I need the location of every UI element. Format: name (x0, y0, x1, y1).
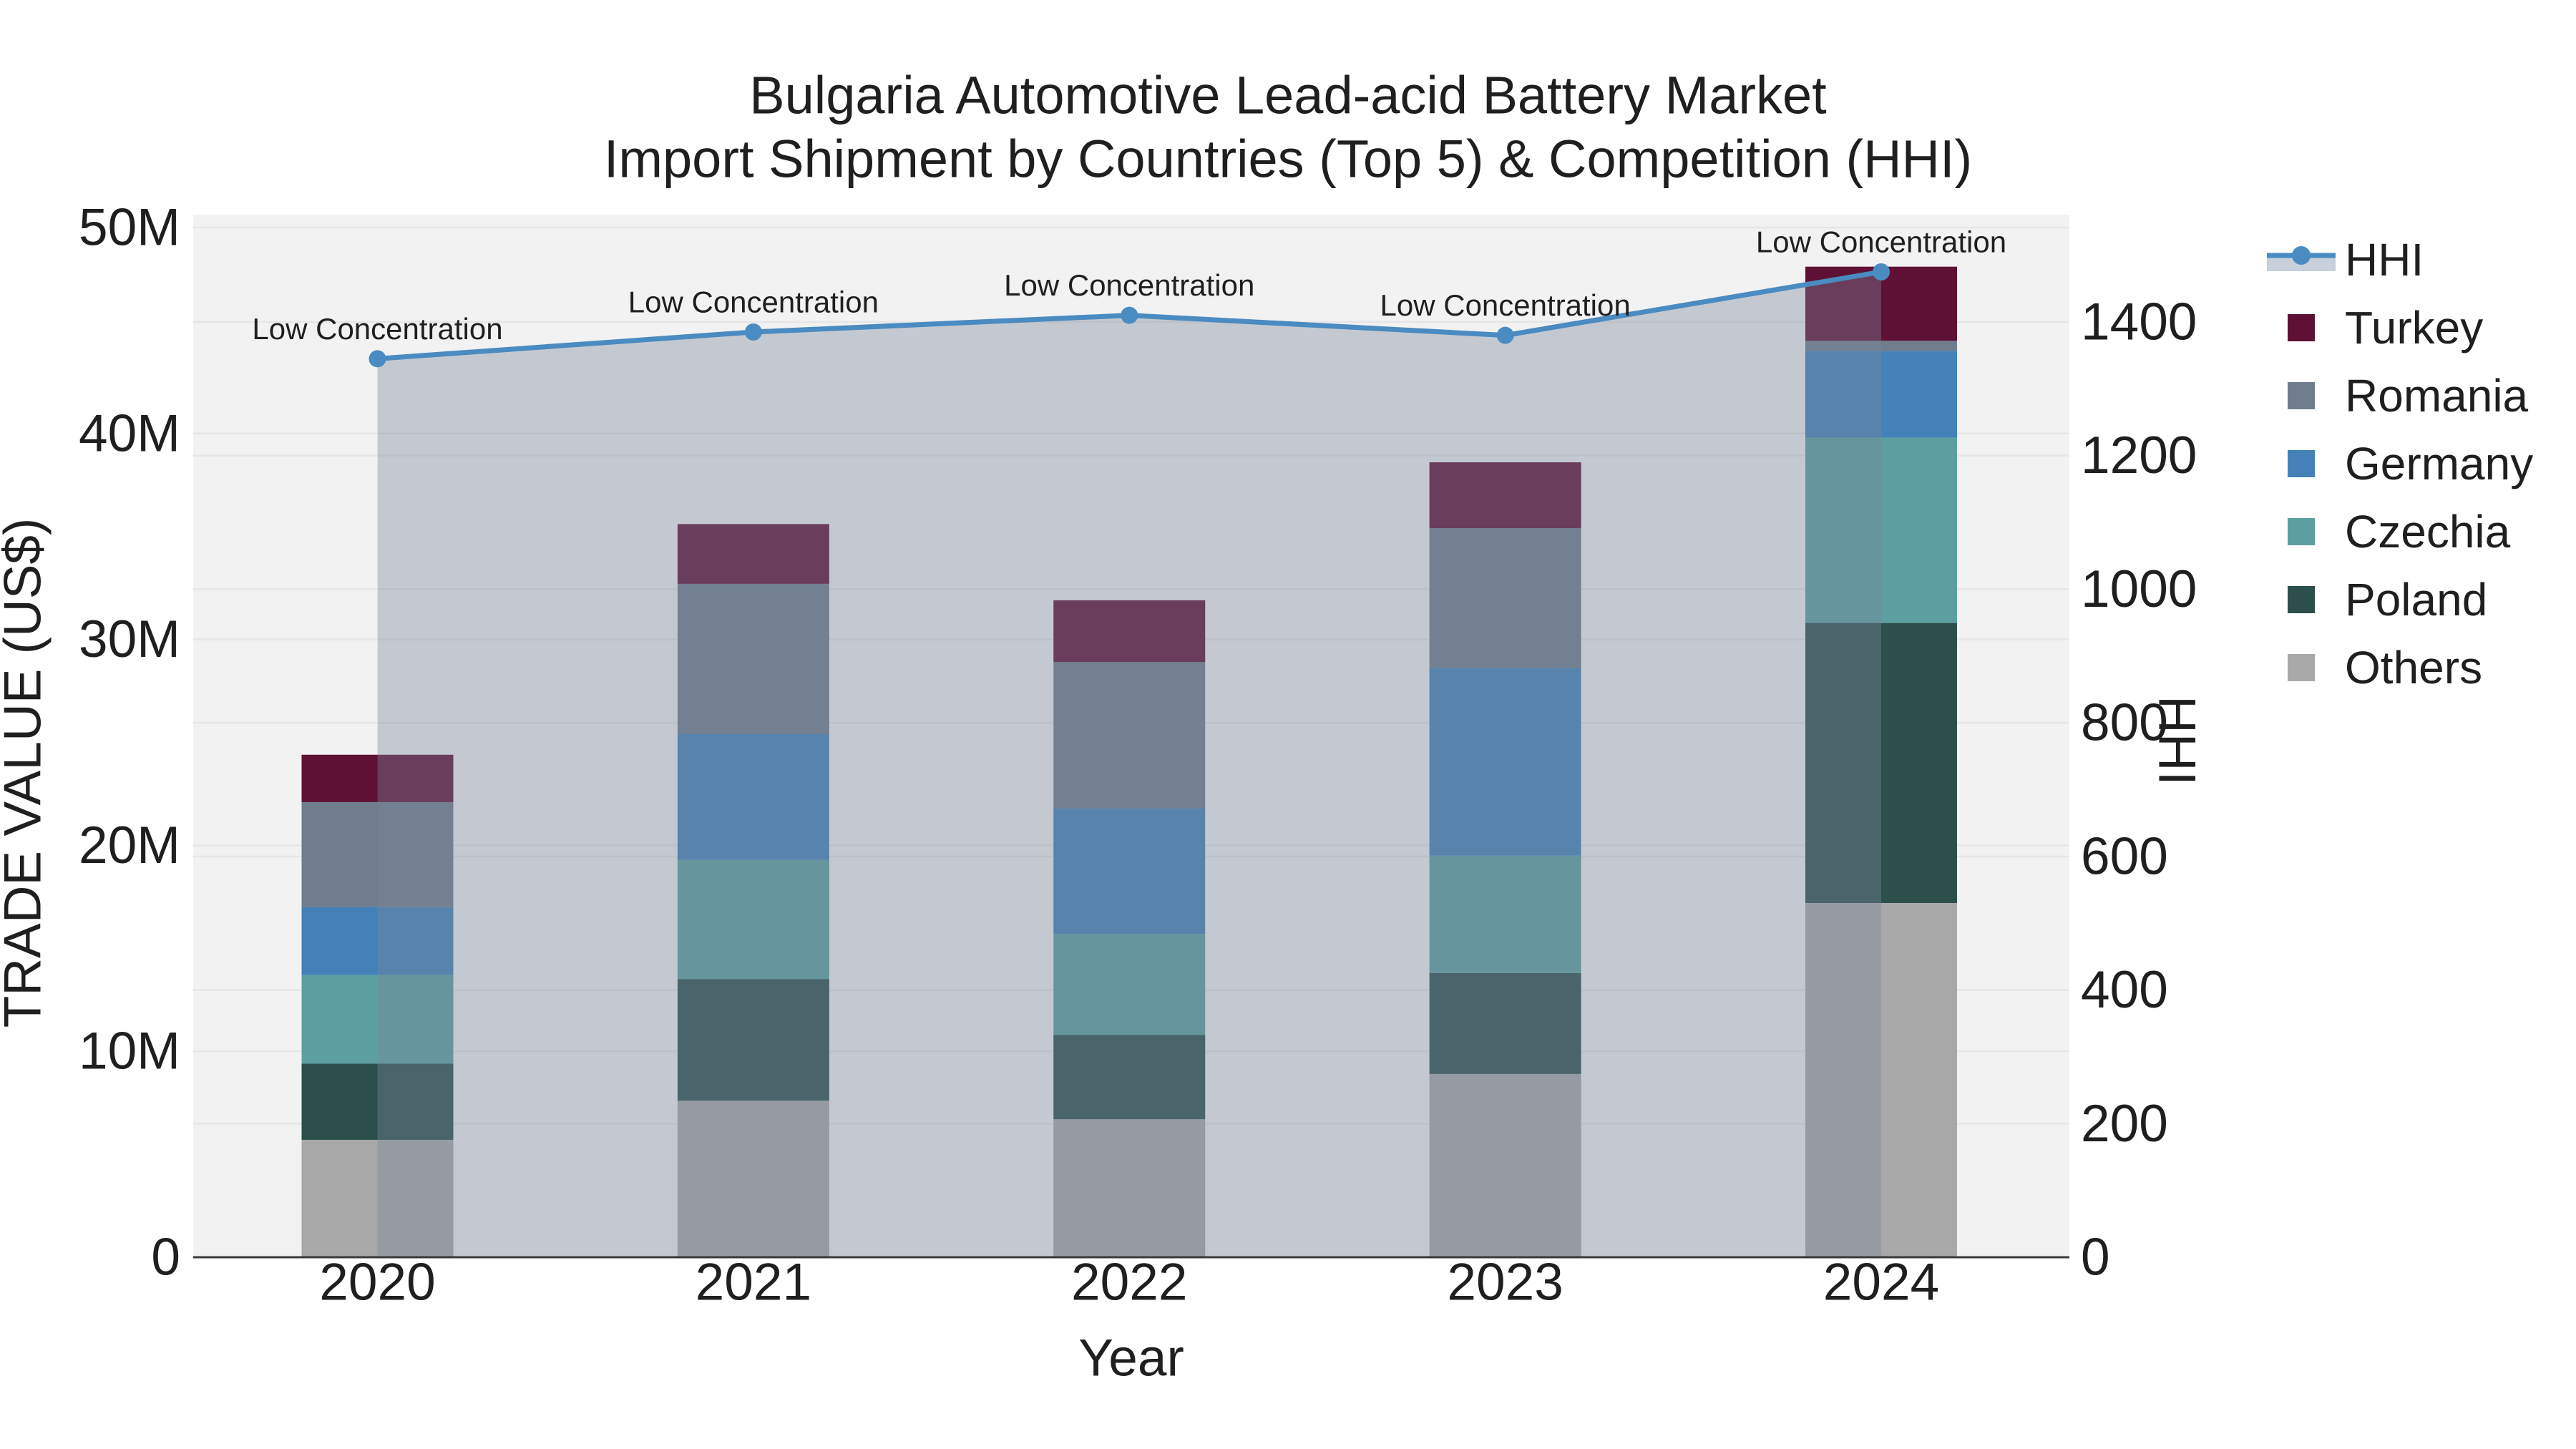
hhi-point-2024[interactable] (1873, 263, 1890, 280)
bar-segment-poland-2020[interactable] (301, 1063, 454, 1140)
chart-title-line1: Bulgaria Automotive Lead-acid Battery Ma… (749, 66, 1827, 125)
legend-label: Turkey (2345, 302, 2483, 353)
bar-segment-others-2024[interactable] (1805, 902, 1957, 1257)
y-right-axis-title: HHI (2148, 696, 2206, 786)
legend-swatch-others (2288, 654, 2315, 681)
annotation-low-concentration: Low Concentration (252, 312, 502, 346)
hhi-point-2021[interactable] (744, 323, 762, 341)
legend-label: HHI (2345, 234, 2424, 286)
y-left-tick-label: 40M (79, 404, 180, 462)
hhi-point-2020[interactable] (369, 350, 386, 368)
bar-segment-others-2021[interactable] (677, 1101, 829, 1257)
annotation-low-concentration: Low Concentration (1380, 288, 1631, 322)
annotation-low-concentration: Low Concentration (1004, 268, 1254, 302)
y-right-tick-label: 200 (2081, 1095, 2168, 1153)
bar-segment-czechia-2023[interactable] (1429, 855, 1581, 973)
legend-label: Poland (2345, 574, 2487, 625)
bar-segment-poland-2024[interactable] (1805, 623, 1957, 903)
bar-segment-turkey-2020[interactable] (301, 754, 454, 802)
bar-segment-poland-2023[interactable] (1429, 972, 1581, 1074)
bar-segment-czechia-2022[interactable] (1053, 934, 1206, 1035)
bar-segment-others-2022[interactable] (1053, 1119, 1206, 1257)
legend-item-czechia[interactable]: Czechia (2288, 506, 2511, 557)
legend-swatch-turkey (2288, 314, 2315, 341)
legend-label: Germany (2345, 438, 2533, 489)
legend-swatch-czechia (2288, 518, 2315, 545)
legend-item-others[interactable]: Others (2288, 642, 2482, 693)
hhi-legend-marker (2292, 246, 2311, 265)
y-left-tick-label: 20M (79, 816, 180, 874)
bar-segment-poland-2022[interactable] (1053, 1035, 1206, 1120)
bar-segment-romania-2023[interactable] (1429, 528, 1581, 668)
bar-segment-romania-2024[interactable] (1805, 341, 1957, 351)
legend-item-romania[interactable]: Romania (2288, 370, 2529, 421)
x-tick-label-2020: 2020 (319, 1254, 435, 1312)
bar-segment-turkey-2023[interactable] (1429, 462, 1581, 529)
bar-segment-others-2020[interactable] (301, 1139, 454, 1257)
legend-label: Others (2345, 642, 2482, 693)
legend-item-poland[interactable]: Poland (2288, 574, 2487, 625)
bar-segment-germany-2020[interactable] (301, 907, 454, 975)
legend-swatch-germany (2288, 450, 2315, 477)
bar-segment-czechia-2024[interactable] (1805, 437, 1957, 623)
x-tick-label-2022: 2022 (1071, 1254, 1187, 1312)
y-left-tick-label: 0 (151, 1229, 180, 1287)
chart-title-line2: Import Shipment by Countries (Top 5) & C… (604, 130, 1972, 189)
y-right-tick-label: 400 (2081, 961, 2168, 1019)
legend-item-hhi[interactable]: HHI (2267, 234, 2424, 286)
bar-segment-turkey-2022[interactable] (1053, 600, 1206, 663)
bar-segment-czechia-2021[interactable] (677, 859, 829, 980)
bar-segment-germany-2022[interactable] (1053, 808, 1206, 935)
x-tick-label-2021: 2021 (696, 1254, 811, 1312)
y-right-tick-label: 800 (2081, 694, 2168, 752)
y-right-tick-label: 0 (2081, 1229, 2110, 1287)
bar-segment-poland-2021[interactable] (677, 979, 829, 1101)
y-left-tick-label: 30M (79, 610, 180, 668)
legend-label: Czechia (2345, 506, 2511, 557)
y-right-tick-label: 1400 (2081, 293, 2197, 351)
y-left-axis-title: TRADE VALUE (US$) (0, 518, 52, 1028)
bar-segment-romania-2021[interactable] (677, 583, 829, 734)
y-left-tick-label: 50M (79, 199, 180, 257)
hhi-point-2023[interactable] (1496, 326, 1514, 344)
bar-segment-czechia-2020[interactable] (301, 975, 454, 1064)
legend-swatch-romania (2288, 382, 2315, 409)
bar-segment-germany-2024[interactable] (1805, 351, 1957, 438)
legend-item-turkey[interactable]: Turkey (2288, 302, 2483, 353)
y-right-tick-label: 1000 (2081, 560, 2197, 618)
legend-swatch-poland (2288, 586, 2315, 613)
bar-segment-germany-2021[interactable] (677, 733, 829, 860)
bar-segment-romania-2022[interactable] (1053, 662, 1206, 809)
bar-segment-turkey-2021[interactable] (677, 524, 829, 584)
hhi-point-2022[interactable] (1121, 306, 1138, 324)
y-left-tick-label: 10M (79, 1023, 180, 1080)
x-tick-label-2023: 2023 (1447, 1254, 1563, 1312)
annotation-low-concentration: Low Concentration (1756, 225, 2006, 258)
y-right-tick-label: 1200 (2081, 426, 2197, 484)
legend-label: Romania (2345, 370, 2529, 421)
legend-item-germany[interactable]: Germany (2288, 438, 2533, 489)
x-axis-title: Year (1078, 1330, 1184, 1387)
bar-segment-romania-2020[interactable] (301, 801, 454, 907)
x-tick-label-2024: 2024 (1823, 1254, 1939, 1312)
annotation-low-concentration: Low Concentration (628, 286, 879, 319)
bar-segment-germany-2023[interactable] (1429, 668, 1581, 856)
y-right-tick-label: 600 (2081, 827, 2168, 885)
hhi-area-fill (377, 271, 1881, 1257)
bar-segment-others-2023[interactable] (1429, 1073, 1581, 1257)
